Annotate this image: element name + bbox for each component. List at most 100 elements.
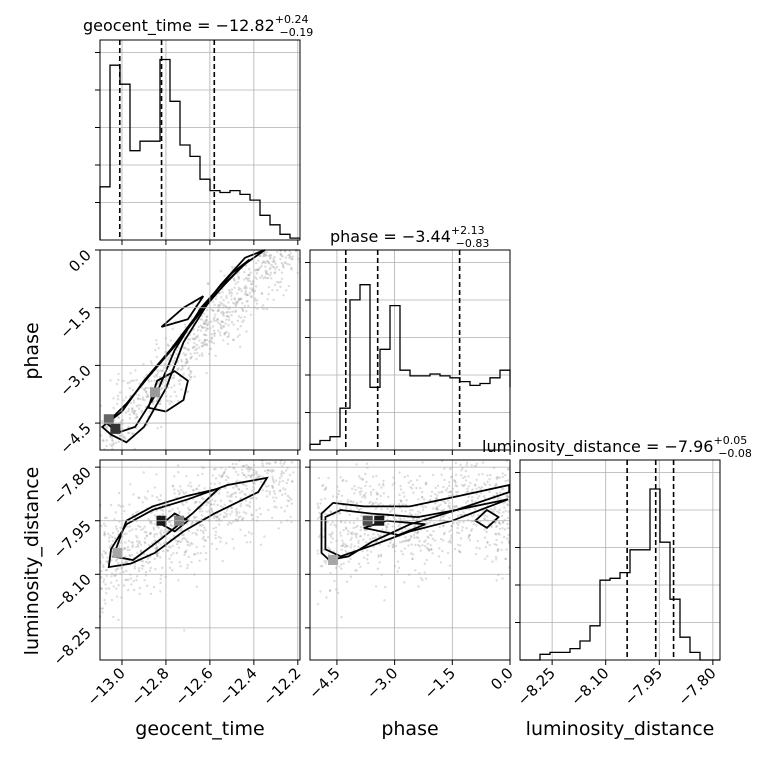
sample-point	[387, 495, 390, 499]
sample-point	[122, 435, 125, 438]
sample-point	[225, 294, 228, 298]
sample-point	[459, 551, 462, 554]
sample-point	[434, 497, 438, 500]
sample-point	[250, 474, 253, 477]
sample-point	[221, 313, 224, 316]
sample-point	[230, 510, 234, 513]
sample-point	[210, 542, 214, 546]
sample-point	[118, 391, 122, 394]
sample-point	[371, 537, 375, 540]
sample-point	[210, 509, 214, 512]
sample-point	[189, 352, 192, 355]
tick-label-y: 0.0	[65, 246, 95, 276]
sample-point	[153, 533, 156, 536]
sample-point	[211, 300, 215, 303]
sample-point	[182, 533, 185, 536]
sample-point	[439, 491, 443, 494]
sample-point	[494, 533, 498, 536]
sample-point	[245, 463, 248, 467]
sample-point	[355, 536, 358, 539]
sample-point	[329, 523, 333, 526]
sample-point	[191, 542, 194, 546]
sample-point	[473, 484, 477, 487]
sample-point	[220, 320, 224, 323]
sample-point	[240, 490, 244, 493]
tick-label-x: −12.8	[128, 664, 173, 709]
sample-point	[128, 548, 131, 552]
sample-point	[230, 291, 233, 295]
sample-point	[264, 254, 268, 257]
sample-point	[111, 438, 114, 442]
sample-point	[234, 304, 237, 308]
sample-point	[213, 514, 216, 518]
sample-point	[289, 252, 292, 255]
sample-point	[136, 543, 140, 546]
sample-point	[250, 514, 254, 517]
sample-point	[384, 585, 387, 589]
sample-point	[269, 254, 272, 257]
sample-point	[198, 559, 201, 563]
sample-point	[161, 369, 164, 372]
sample-point	[429, 543, 432, 547]
sample-point	[409, 535, 413, 539]
sample-point	[486, 541, 489, 544]
sample-point	[353, 492, 356, 495]
sample-point	[455, 531, 459, 534]
sample-point	[230, 506, 234, 510]
sample-point	[219, 301, 222, 304]
sample-point	[506, 494, 509, 498]
sample-point	[399, 518, 403, 521]
sample-point	[178, 382, 181, 386]
sample-point	[170, 561, 173, 564]
sample-point	[160, 369, 164, 372]
sample-point	[479, 492, 483, 495]
sample-point	[500, 514, 504, 518]
sample-point	[427, 549, 431, 552]
sample-point	[188, 378, 192, 381]
sample-point	[286, 504, 289, 508]
sample-point	[184, 361, 187, 365]
sample-point	[290, 266, 293, 270]
sample-point	[494, 483, 498, 487]
sample-point	[199, 318, 202, 321]
sample-point	[117, 378, 120, 382]
sample-point	[461, 476, 465, 480]
sample-point	[235, 462, 238, 466]
sample-point	[417, 498, 420, 501]
sample-point	[254, 269, 257, 272]
panel-frame	[519, 459, 721, 661]
sample-point	[485, 530, 488, 534]
sample-point	[250, 294, 253, 298]
sample-point	[274, 461, 277, 464]
sample-point	[191, 489, 195, 492]
sample-point	[120, 427, 123, 430]
sample-point	[195, 545, 198, 549]
sample-point	[467, 535, 471, 538]
sample-point	[329, 510, 332, 514]
sample-point	[171, 484, 174, 488]
sample-point	[231, 462, 235, 466]
sample-point	[104, 551, 107, 554]
sample-point	[502, 488, 505, 491]
sample-point	[372, 488, 375, 491]
sample-point	[193, 517, 196, 520]
sample-point	[266, 472, 269, 475]
sample-point	[212, 317, 216, 321]
sample-point	[228, 292, 231, 295]
sample-point	[205, 510, 208, 513]
sample-point	[211, 511, 214, 514]
sample-point	[216, 309, 219, 313]
sample-point	[224, 322, 227, 325]
sample-point	[104, 425, 107, 429]
sample-point	[351, 531, 354, 534]
sample-point	[497, 521, 501, 524]
sample-point	[417, 530, 420, 533]
sample-point	[331, 531, 334, 534]
sample-point	[442, 524, 445, 527]
sample-point	[443, 478, 446, 482]
sample-point	[155, 368, 158, 372]
sample-point	[242, 511, 246, 514]
sample-point	[176, 369, 180, 372]
sample-point	[321, 564, 324, 568]
sample-point	[416, 543, 420, 547]
